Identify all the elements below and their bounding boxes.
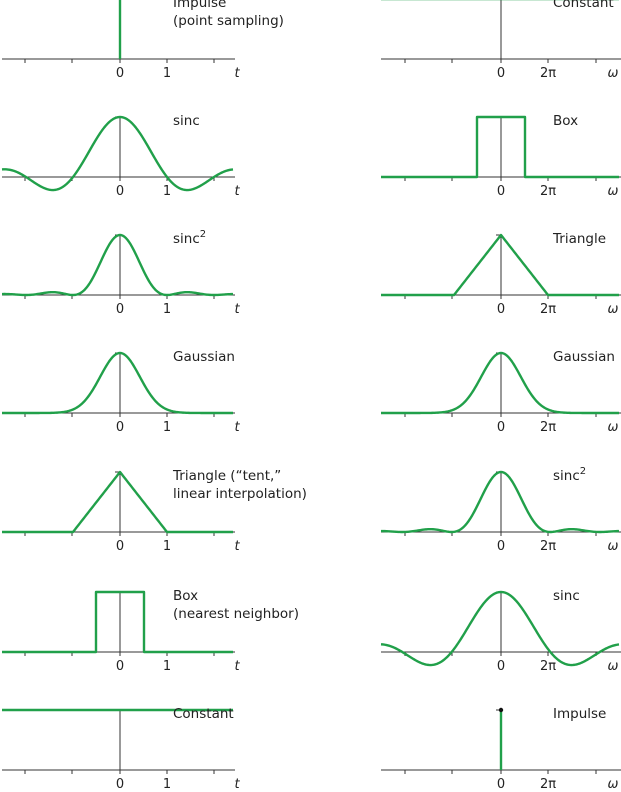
- left-panel-6-box: 0 1 t Box (nearest neighbor): [2, 588, 299, 674]
- panel-title-line: Box: [553, 113, 578, 129]
- axis-variable-label: t: [234, 420, 240, 435]
- panel-title-line: (point sampling): [173, 13, 284, 29]
- sinc-curve: [1, 115, 234, 192]
- tick-label-origin: 0: [497, 420, 505, 435]
- tick-label-origin: 0: [116, 420, 124, 435]
- panel-title-line: Box: [173, 588, 198, 604]
- axis-variable-label: t: [234, 184, 240, 199]
- right-panel-1-constant: 0 2π ω Constant: [381, 0, 621, 81]
- panel-title: sinc2: [553, 466, 586, 484]
- tick-label-unit: 2π: [540, 184, 556, 199]
- tick-label-unit: 2π: [540, 539, 556, 554]
- axis-variable-label: ω: [608, 777, 619, 792]
- axis-variable-label: t: [234, 659, 240, 674]
- tick-label-origin: 0: [497, 66, 505, 81]
- tick-label-unit: 2π: [540, 420, 556, 435]
- right-panel-2-box: 0 2π ω Box: [381, 113, 621, 199]
- sinc-curve: [380, 590, 620, 667]
- left-panel-2-sinc: 0 1 t sinc: [1, 113, 240, 199]
- left-panel-5-triangle: 0 1 t Triangle (“tent,” linear interpolation…: [1, 468, 307, 554]
- tick-label-origin: 0: [497, 539, 505, 554]
- panel-title-line: Gaussian: [173, 349, 235, 365]
- panel-title-line: linear interpolation): [173, 486, 307, 502]
- left-panel-7-constant: 0 1 t Constant: [2, 706, 240, 792]
- panel-title-line: (nearest neighbor): [173, 606, 299, 622]
- panel-title: sinc2: [173, 229, 206, 247]
- tick-label-origin: 0: [497, 659, 505, 674]
- panel-title-line: sinc: [173, 113, 200, 129]
- right-panel-5-sinc2: 0 2π ω sinc2: [380, 466, 621, 554]
- tick-label-origin: 0: [497, 302, 505, 317]
- right-panel-7-impulse: 0 2π ω Impulse: [381, 706, 621, 792]
- axis-variable-label: ω: [608, 184, 619, 199]
- right-panel-6-sinc: 0 2π ω sinc: [380, 588, 621, 674]
- panel-title-line: Triangle: [552, 231, 606, 247]
- box-curve: [2, 590, 233, 654]
- axis-variable-label: t: [234, 777, 240, 792]
- title-text: sinc: [553, 468, 580, 484]
- left-panel-1-impulse: 0 1 t Impulse (point sampling): [2, 0, 284, 81]
- panel-title-line: Impulse: [173, 0, 226, 11]
- sinc2-curve: [380, 470, 620, 534]
- triangle-curve: [380, 233, 620, 297]
- tick-label-unit: 1: [163, 777, 171, 792]
- panel-title-line: Triangle (“tent,”: [172, 468, 281, 484]
- title-superscript: 2: [200, 229, 206, 240]
- axis-variable-label: t: [234, 539, 240, 554]
- tick-label-unit: 1: [163, 659, 171, 674]
- tick-label-origin: 0: [116, 302, 124, 317]
- triangle-curve: [1, 470, 234, 534]
- tick-label-origin: 0: [116, 539, 124, 554]
- axis-variable-label: ω: [608, 539, 619, 554]
- tick-label-unit: 1: [163, 302, 171, 317]
- axis-variable-label: t: [234, 302, 240, 317]
- tick-label-unit: 2π: [540, 66, 556, 81]
- box-curve: [381, 115, 619, 179]
- axis-variable-label: ω: [608, 420, 619, 435]
- right-panel-3-triangle: 0 2π ω Triangle: [380, 231, 621, 317]
- tick-label-origin: 0: [497, 777, 505, 792]
- title-superscript: 2: [580, 466, 586, 477]
- tick-label-unit: 1: [163, 184, 171, 199]
- panel-title-line: Constant: [553, 0, 614, 11]
- axis-variable-label: ω: [608, 302, 619, 317]
- tick-label-unit: 2π: [540, 302, 556, 317]
- left-panel-4-gaussian: 0 1 t Gaussian: [1, 349, 240, 435]
- left-panel-3-sinc2: 0 1 t sinc2: [1, 229, 240, 317]
- right-panel-4-gaussian: 0 2π ω Gaussian: [380, 349, 621, 435]
- tick-label-origin: 0: [116, 66, 124, 81]
- panel-title-line: Constant: [173, 706, 234, 722]
- tick-label-unit: 2π: [540, 659, 556, 674]
- tick-label-unit: 1: [163, 539, 171, 554]
- gaussian-curve: [1, 351, 234, 415]
- impulse-dot: [498, 707, 504, 713]
- sinc2-curve: [1, 233, 234, 297]
- axis-variable-label: t: [234, 66, 240, 81]
- axis-variable-label: ω: [608, 659, 619, 674]
- tick-label-unit: 1: [163, 420, 171, 435]
- tick-label-origin: 0: [116, 659, 124, 674]
- axis-variable-label: ω: [608, 66, 619, 81]
- tick-label-unit: 1: [163, 66, 171, 81]
- gaussian-curve: [380, 351, 620, 415]
- tick-label-unit: 2π: [540, 777, 556, 792]
- panel-title-line: sinc: [553, 588, 580, 604]
- tick-label-origin: 0: [116, 184, 124, 199]
- title-text: sinc: [173, 231, 200, 247]
- tick-label-origin: 0: [116, 777, 124, 792]
- tick-label-origin: 0: [497, 184, 505, 199]
- panel-title-line: Gaussian: [553, 349, 615, 365]
- panel-title-line: Impulse: [553, 706, 606, 722]
